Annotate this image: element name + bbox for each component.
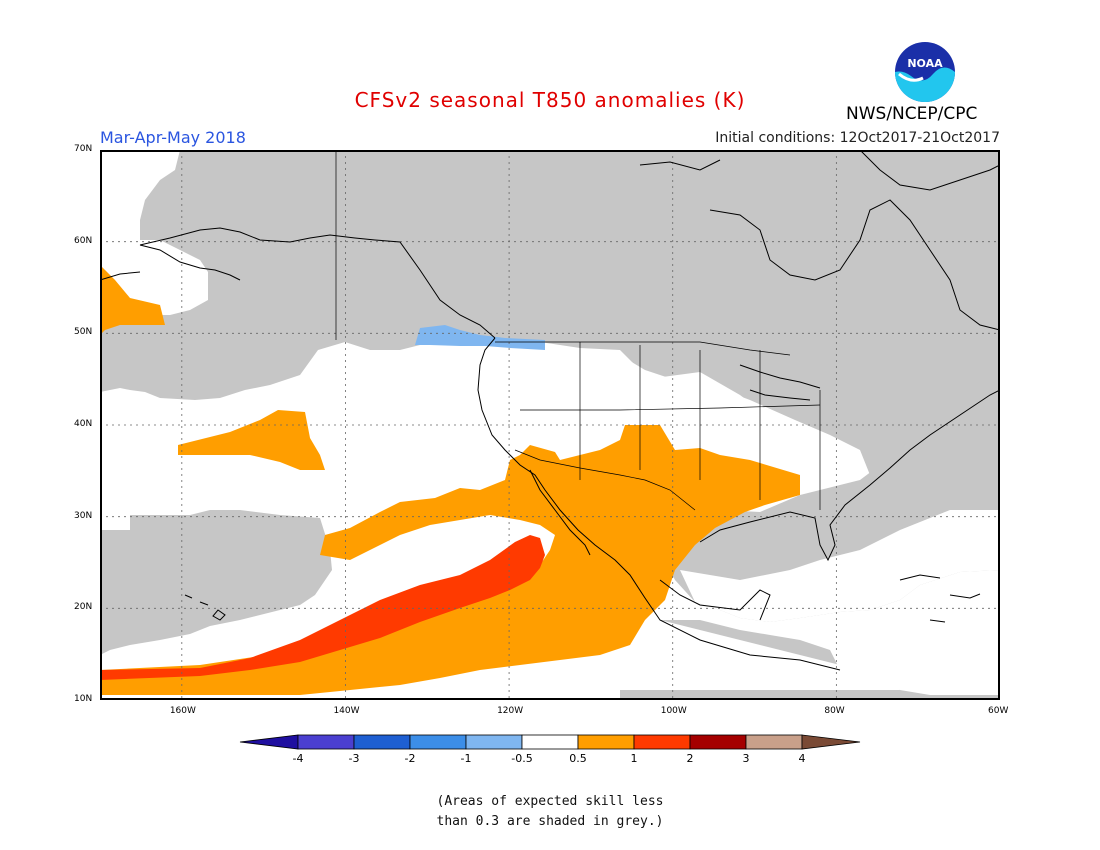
noaa-logo: NOAA	[895, 42, 955, 102]
colorbar-bin	[745, 734, 803, 750]
lat-label: 70N	[74, 144, 93, 154]
lat-label: 10N	[74, 694, 93, 704]
lat-label: 60N	[74, 235, 93, 246]
season-label: Mar-Apr-May 2018	[100, 128, 246, 147]
colorbar-tick-label: 4	[798, 752, 806, 765]
lat-label: 30N	[74, 510, 93, 521]
map-frame	[100, 150, 1000, 700]
colorbar-bin	[689, 734, 747, 750]
strong-warm-band	[100, 535, 545, 680]
colorbar-bin	[633, 734, 691, 750]
map-title: CFSv2 seasonal T850 anomalies (K)	[354, 88, 746, 112]
initial-conditions-label: Initial conditions: 12Oct2017-21Oct2017	[715, 130, 1000, 146]
lon-label: 60W	[988, 706, 1009, 716]
colorbar-bin	[521, 734, 579, 750]
political-borders	[100, 150, 821, 511]
colorbar-tick-label: -2	[404, 752, 416, 765]
colorbar-tick-label: -4	[292, 752, 304, 765]
colorbar-lower-extension	[239, 734, 299, 750]
colorbar-tick-label: 1	[630, 752, 638, 765]
lat-label: 50N	[74, 327, 93, 338]
lon-label: 160W	[169, 706, 196, 716]
colorbar-bin	[297, 734, 355, 750]
colorbar-tick-label: -1	[460, 752, 472, 765]
colorbar-upper-extension	[801, 734, 861, 750]
agency-label: NWS/NCEP/CPC	[846, 104, 978, 124]
cold-anomaly-patch	[415, 325, 545, 350]
lon-label: 120W	[497, 706, 524, 716]
colorbar-bin	[465, 734, 523, 750]
colorbar-bin	[409, 734, 467, 750]
skill-mask-north	[100, 150, 1000, 570]
colorbar-bin	[577, 734, 635, 750]
lon-label: 140W	[333, 706, 360, 716]
anomaly-map	[100, 150, 1000, 700]
colorbar	[239, 734, 861, 750]
warm-anomaly-region	[100, 265, 165, 335]
colorbar-tick-label: 0.5	[569, 752, 587, 765]
coastlines	[100, 150, 1000, 671]
colorbar-bin	[353, 734, 411, 750]
colorbar-tick-label: -3	[348, 752, 360, 765]
svg-text:NOAA: NOAA	[907, 57, 943, 70]
colorbar-tick-label: -0.5	[511, 752, 533, 765]
colorbar-tick-label: 3	[742, 752, 750, 765]
skill-note-line-2: than 0.3 are shaded in grey.)	[436, 814, 664, 829]
graticule	[100, 150, 1000, 700]
lat-label: 20N	[74, 602, 93, 613]
skill-note-line-1: (Areas of expected skill less	[436, 794, 664, 809]
colorbar-tick-label: 2	[686, 752, 694, 765]
lon-label: 80W	[824, 706, 845, 716]
skill-note: (Areas of expected skill less than 0.3 a…	[0, 792, 1100, 832]
lon-label: 100W	[660, 706, 687, 716]
lat-label: 40N	[74, 419, 93, 429]
